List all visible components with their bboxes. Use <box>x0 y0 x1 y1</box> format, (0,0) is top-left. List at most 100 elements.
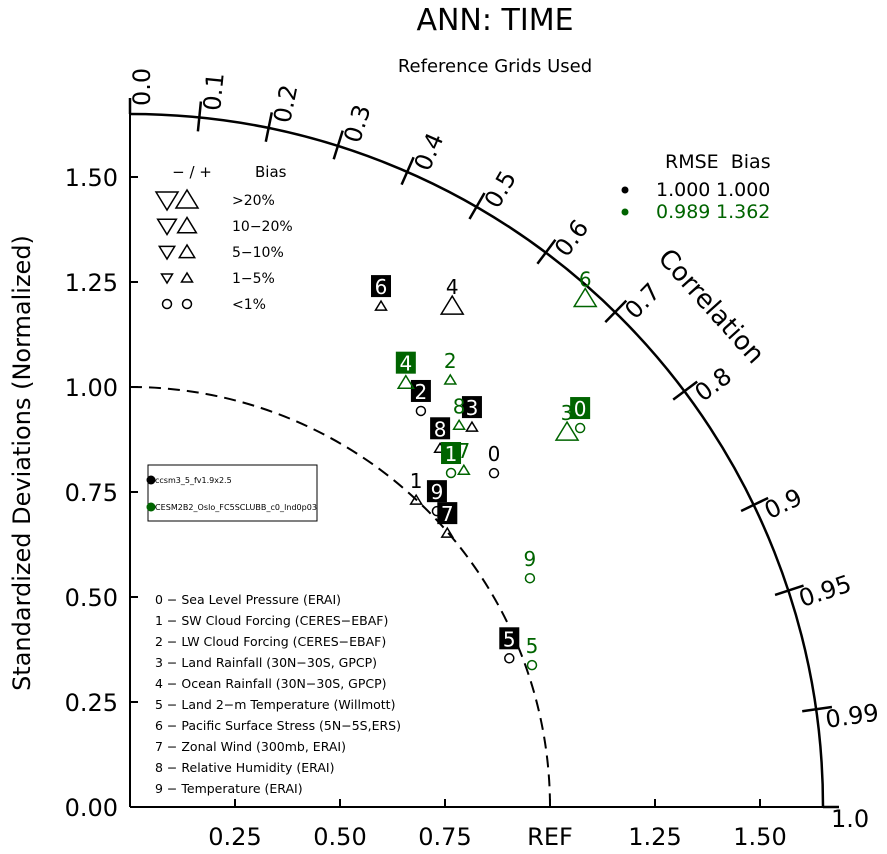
bias-legend-label: >20% <box>232 193 275 209</box>
correlation-tick <box>753 496 769 507</box>
correlation-tick-label: 0.6 <box>549 214 594 261</box>
correlation-tick-inner <box>604 311 616 323</box>
correlation-arc <box>129 112 825 808</box>
data-point-marker <box>452 418 466 431</box>
correlation-tick-label: 1.0 <box>831 805 869 833</box>
correlation-tick-label: 0.9 <box>760 483 807 525</box>
correlation-tick-inner <box>264 127 270 142</box>
data-point-marker <box>524 572 536 584</box>
correlation-tick-inner <box>774 589 789 597</box>
data-point-marker <box>574 422 586 434</box>
bias-legend-down-marker <box>160 273 174 285</box>
data-point-marker <box>465 420 479 432</box>
y-tick-label: 1.00 <box>65 374 118 402</box>
bias-value: 1.362 <box>716 201 770 223</box>
data-point: 2 <box>443 349 458 385</box>
data-point-marker <box>396 374 415 390</box>
correlation-tick-inner <box>740 503 755 513</box>
x-tick-label: 0.25 <box>208 823 261 851</box>
data-point-marker <box>554 420 580 441</box>
data-point-label-box <box>395 351 416 374</box>
bias-legend-down-marker <box>154 191 180 212</box>
data-point-label: 0 <box>488 442 501 466</box>
bias-legend-label: <1% <box>232 297 266 313</box>
variable-list-item: 9 − Temperature (ERAI) <box>155 781 303 796</box>
data-point: 7 <box>437 502 458 538</box>
data-point-label: 2 <box>415 380 428 404</box>
y-tick-label: 0.25 <box>65 689 118 717</box>
data-point-marker <box>456 463 471 475</box>
correlation-tick-inner <box>332 145 340 160</box>
correlation-tick-label: 0.5 <box>479 166 522 213</box>
correlation-tick-label: 0.99 <box>824 699 881 734</box>
bias-legend-label: 10−20% <box>232 219 293 235</box>
data-point-label: 9 <box>431 480 444 504</box>
case-legend-label: CESM2B2_Oslo_FC5SCLUBB_c0_lnd0p03 <box>155 503 317 512</box>
x-tick-label: 0.50 <box>313 823 366 851</box>
bias-legend-up-marker <box>176 216 198 234</box>
x-tick-label: 0.75 <box>418 823 471 851</box>
data-point-marker <box>415 405 427 417</box>
data-point: 0 <box>488 442 501 479</box>
data-point-label-box <box>437 502 458 525</box>
bias-legend-up-marker <box>174 188 200 209</box>
correlation-tick-label: 0.1 <box>198 71 230 112</box>
case-legend-label: ccsm3_5_fv1.9x2.5 <box>155 476 232 485</box>
data-point: 9 <box>524 547 536 584</box>
data-point-label: 8 <box>453 394 466 418</box>
data-point: 6 <box>371 275 392 311</box>
data-point-label: 1 <box>445 442 458 466</box>
y-tick-label: 1.25 <box>65 269 118 297</box>
bias-value: 1.000 <box>716 179 770 201</box>
correlation-tick-inner <box>672 390 686 401</box>
data-point-label-box <box>499 627 520 650</box>
data-point: 1 <box>409 469 423 505</box>
y-axis-label: Standardized Deviations (Normalized) <box>8 235 36 691</box>
data-point-label: 2 <box>444 349 457 373</box>
data-point-label: 6 <box>375 275 388 299</box>
rmse-value: 0.989 <box>656 201 710 223</box>
variable-list-item: 8 − Relative Humidity (ERAI) <box>155 760 334 775</box>
data-point-label: 3 <box>466 396 479 420</box>
data-point: 2 <box>410 379 431 417</box>
x-tick-label: 1.50 <box>733 823 786 851</box>
data-point-marker <box>440 526 455 538</box>
data-point-marker <box>439 294 465 315</box>
data-point-label: 4 <box>399 352 412 376</box>
data-point-label: 1 <box>410 469 423 493</box>
bias-legend-bias-header: Bias <box>255 163 287 181</box>
data-point: 7 <box>456 439 471 475</box>
data-point-marker <box>409 493 423 505</box>
chart-subtitle: Reference Grids Used <box>398 56 592 77</box>
correlation-tick <box>336 130 344 147</box>
correlation-tick-inner <box>802 708 817 713</box>
variable-list: 0 − Sea Level Pressure (ERAI) 1 − SW Clou… <box>155 592 401 796</box>
data-point-marker <box>504 653 515 664</box>
correlation-tick <box>787 584 804 592</box>
variable-list-item: 7 − Zonal Wind (300mb, ERAI) <box>155 739 346 754</box>
data-point-label-box <box>430 417 451 440</box>
chart-title: ANN: TIME <box>416 3 573 38</box>
x-tick-label: REF <box>527 823 573 851</box>
correlation-tick <box>267 112 274 129</box>
variable-list-item: 3 − Land Rainfall (30N−30S, GPCP) <box>155 655 377 670</box>
data-point: 9 <box>426 480 447 517</box>
variable-list-item: 2 − LW Cloud Forcing (CERES−EBAF) <box>155 634 386 649</box>
x-tick-label: 1.25 <box>628 823 681 851</box>
correlation-tick <box>815 705 833 711</box>
case-legend-marker <box>146 502 156 512</box>
correlation-tick-label: 0.0 <box>128 68 156 106</box>
correlation-tick-inner <box>400 171 409 186</box>
correlation-tick <box>683 380 698 393</box>
case-legend: ccsm3_5_fv1.9x2.5 CESM2B2_Oslo_FC5SCLUBB… <box>146 464 318 522</box>
data-point-marker <box>445 467 457 479</box>
data-point: 5 <box>499 627 520 664</box>
correlation-label: Correlation <box>652 243 770 370</box>
data-point: 3 <box>554 401 580 441</box>
correlation-tick-label: 0.4 <box>409 129 450 175</box>
bias-legend-down-marker <box>156 218 178 236</box>
variable-list-item: 6 − Pacific Surface Stress (5N−5S,ERS) <box>155 718 401 733</box>
correlation-tick-label: 0.95 <box>795 570 855 613</box>
data-point-label: 0 <box>574 397 587 421</box>
